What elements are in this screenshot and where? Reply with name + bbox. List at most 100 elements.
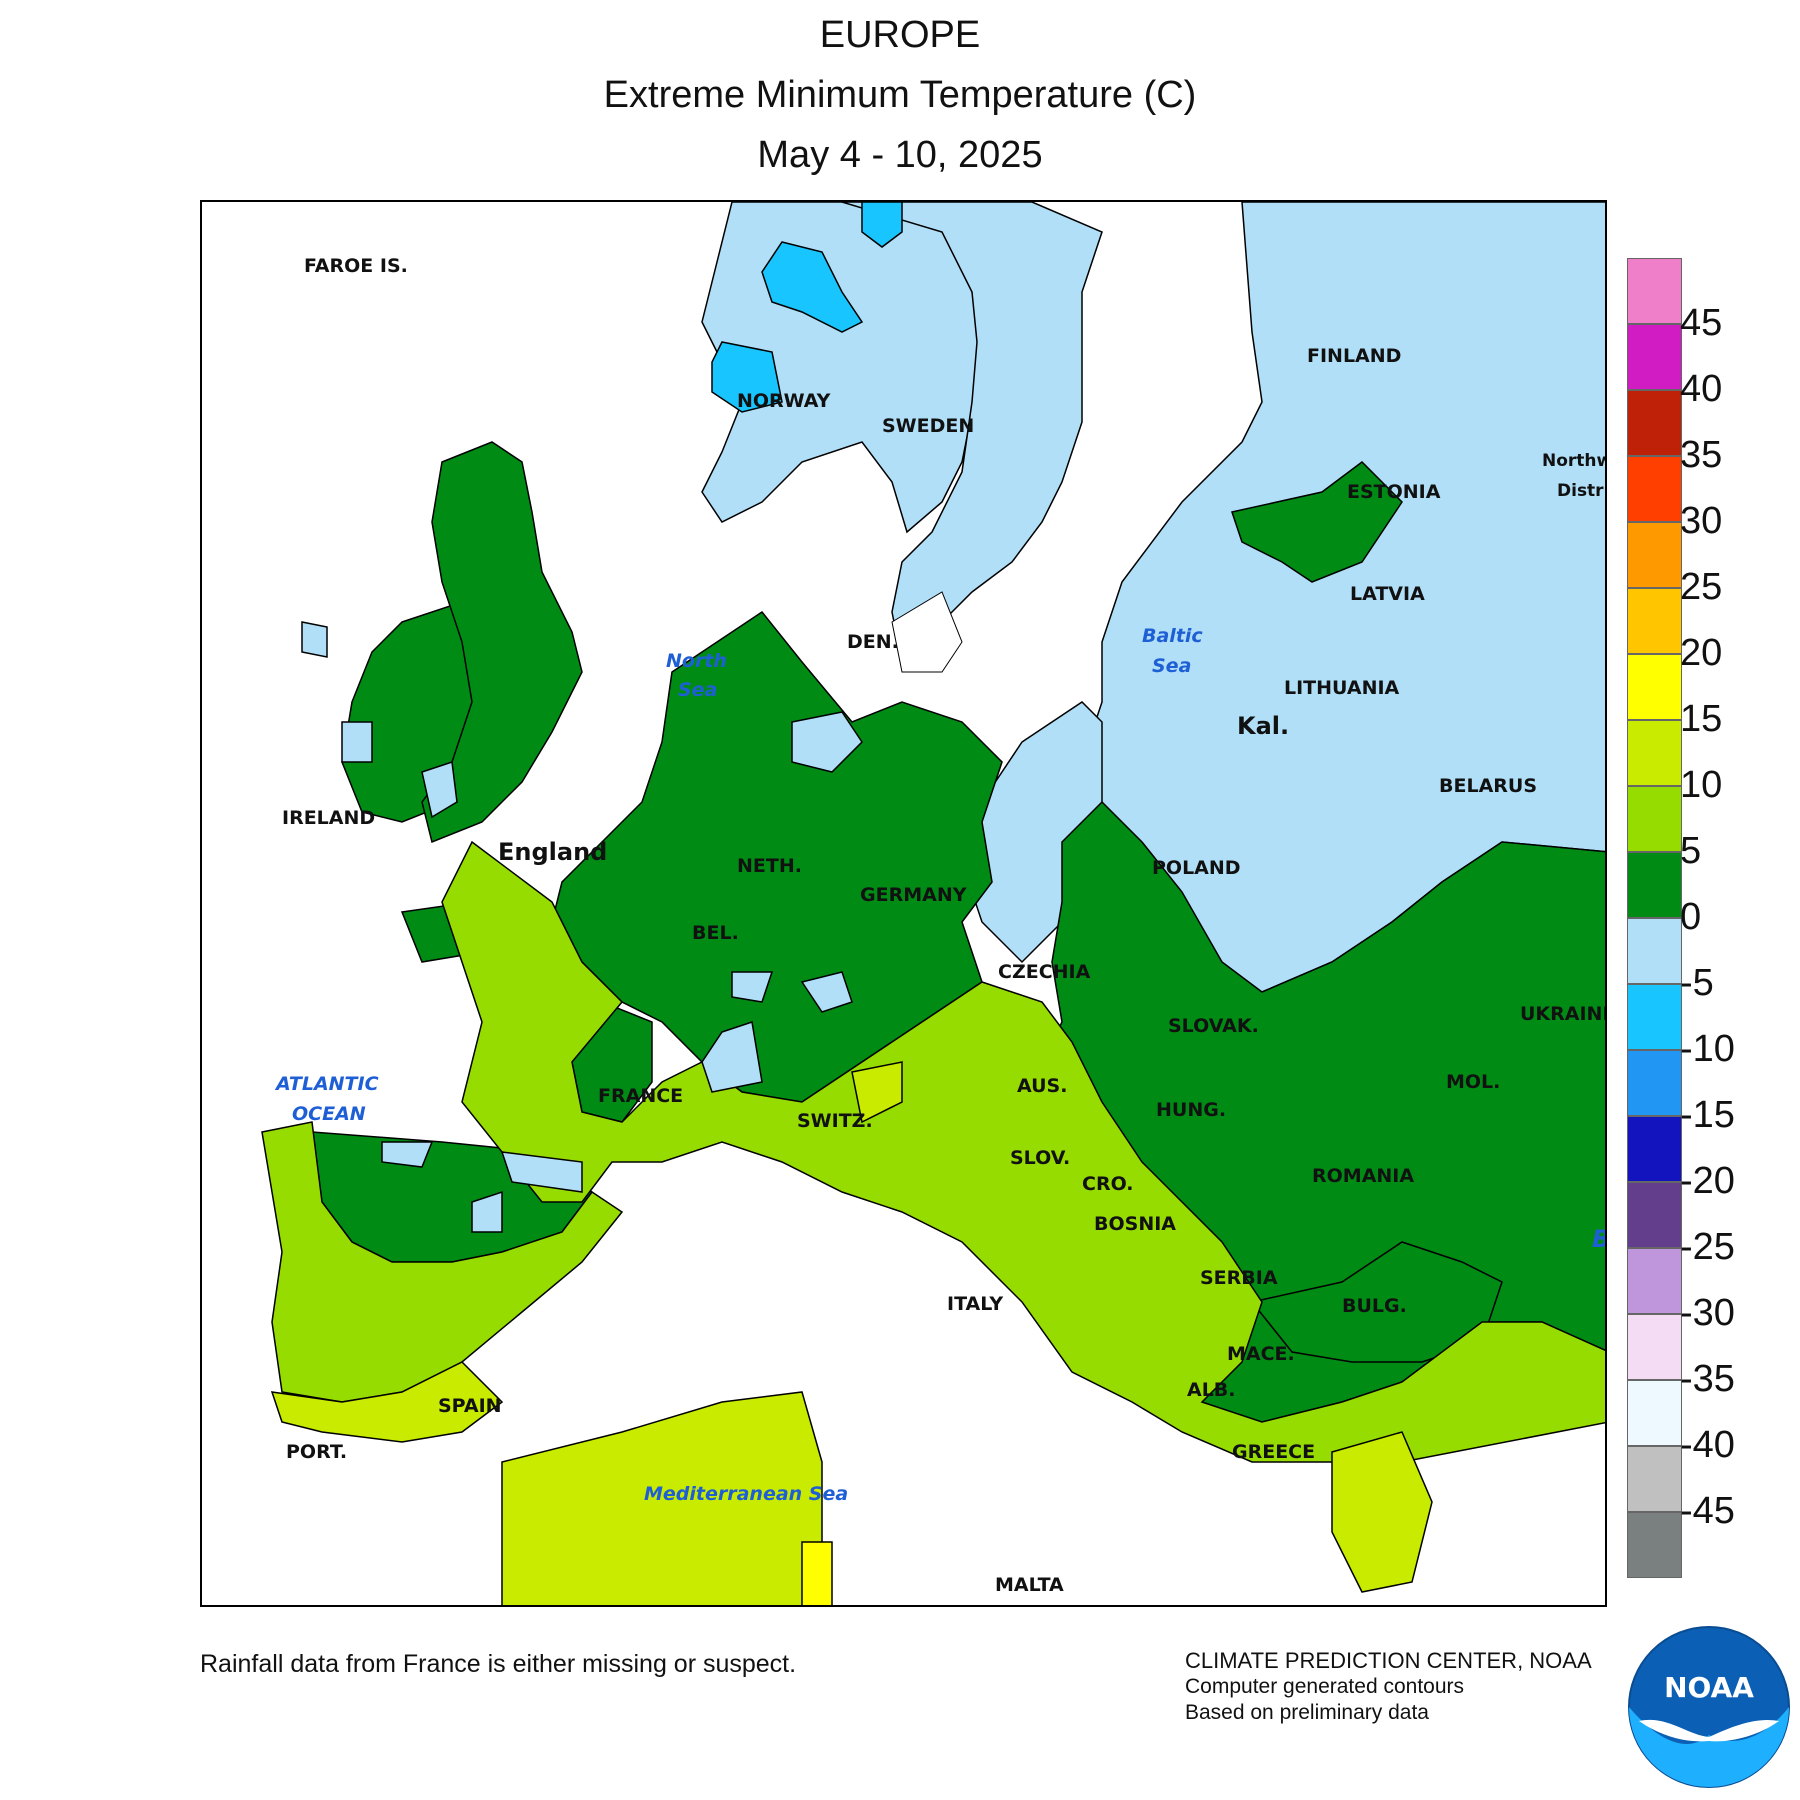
legend-swatch (1627, 1182, 1682, 1248)
label-north-sea-2: Sea (678, 679, 717, 701)
label-faroe: FAROE IS. (304, 255, 408, 277)
label-spain: SPAIN (438, 1395, 502, 1417)
label-poland: POLAND (1152, 857, 1241, 879)
legend-tick: -20 (1680, 1160, 1735, 1202)
legend-tick: -30 (1680, 1292, 1735, 1334)
legend-swatch (1627, 1380, 1682, 1446)
legend-swatch (1627, 588, 1682, 654)
fifteen-to-twenty-zone (801, 1541, 833, 1605)
minus-five-to-minus-ten-zone (711, 202, 903, 413)
legend-swatch (1627, 786, 1682, 852)
label-lithuania: LITHUANIA (1284, 677, 1400, 699)
label-macedonia: MACE. (1227, 1343, 1295, 1365)
country-labels: FAROE IS. NORWAY SWEDEN FINLAND ESTONIA … (282, 255, 1607, 1596)
label-baltic-sea-1: Baltic (1142, 625, 1203, 647)
label-atlantic-1: ATLANTIC (274, 1073, 379, 1095)
legend-tick: -40 (1680, 1424, 1735, 1466)
sweden-lake (891, 591, 963, 673)
legend-swatch (1627, 720, 1682, 786)
legend-tick: -15 (1680, 1094, 1735, 1136)
legend-tick: 35 (1680, 434, 1723, 476)
label-greece: GREECE (1232, 1441, 1315, 1463)
legend-tick: 5 (1680, 830, 1702, 872)
legend-swatch (1627, 984, 1682, 1050)
legend-swatch (1627, 918, 1682, 984)
label-slovakia: SLOVAK. (1168, 1015, 1259, 1037)
map-variable-title: Extreme Minimum Temperature (C) (603, 74, 1197, 116)
label-ukraine: UKRAINE (1520, 1003, 1607, 1025)
label-belarus: BELARUS (1439, 775, 1537, 797)
legend-tick: -45 (1680, 1490, 1735, 1532)
legend-tick: -35 (1680, 1358, 1735, 1400)
ten-to-fifteen-zone (270, 1061, 1433, 1605)
label-black-sea: B (1592, 1225, 1607, 1253)
label-estonia: ESTONIA (1347, 481, 1441, 503)
legend-swatch (1627, 1314, 1682, 1380)
label-slovenia: SLOV. (1010, 1147, 1070, 1169)
legend-tick: -25 (1680, 1226, 1735, 1268)
legend-tick: 40 (1680, 368, 1723, 410)
map-canvas: FAROE IS. NORWAY SWEDEN FINLAND ESTONIA … (261, 202, 1607, 1605)
map-region-title: EUROPE (819, 14, 981, 56)
legend-tick: 25 (1680, 566, 1723, 608)
label-bulgaria: BULG. (1342, 1295, 1407, 1317)
noaa-logo: NOAA (1628, 1626, 1790, 1788)
credit-agency: CLIMATE PREDICTION CENTER, NOAA (1185, 1648, 1592, 1673)
legend-tick: 45 (1680, 302, 1723, 344)
temperature-map: FAROE IS. NORWAY SWEDEN FINLAND ESTONIA … (200, 200, 1607, 1607)
legend-swatch (1627, 324, 1682, 390)
label-ireland: IRELAND (282, 807, 375, 829)
legend-tick: 30 (1680, 500, 1723, 542)
label-belgium: BEL. (692, 922, 739, 944)
label-sweden: SWEDEN (882, 415, 974, 437)
label-czechia: CZECHIA (998, 961, 1091, 983)
legend-swatch (1627, 390, 1682, 456)
label-denmark: DEN. (847, 631, 899, 653)
label-austria: AUS. (1017, 1075, 1067, 1097)
label-portugal: PORT. (286, 1441, 347, 1463)
label-serbia: SERBIA (1200, 1267, 1278, 1289)
label-malta: MALTA (995, 1574, 1064, 1596)
label-netherlands: NETH. (737, 855, 802, 877)
data-note: Rainfall data from France is either miss… (200, 1650, 797, 1678)
credit-line-preliminary: Based on preliminary data (1185, 1701, 1429, 1724)
legend-swatch (1627, 1446, 1682, 1512)
label-baltic-sea-2: Sea (1152, 655, 1191, 677)
credits-block: CLIMATE PREDICTION CENTER, NOAA Computer… (1185, 1648, 1625, 1726)
label-district: Distr (1557, 481, 1604, 501)
label-croatia: CRO. (1082, 1173, 1134, 1195)
legend-tick: -5 (1680, 962, 1714, 1004)
label-northwest: Northw (1542, 451, 1607, 471)
water-labels: North Sea Baltic Sea ATLANTIC OCEAN Medi… (274, 625, 1607, 1505)
legend-swatch (1627, 456, 1682, 522)
legend-tick: 15 (1680, 698, 1723, 740)
label-north-sea-1: North (666, 650, 727, 672)
noaa-logo-text: NOAA (1664, 1671, 1754, 1704)
label-mediterranean: Mediterranean Sea (644, 1483, 848, 1505)
legend-swatch (1627, 258, 1682, 324)
legend-tick: -10 (1680, 1028, 1735, 1070)
credit-line-contours: Computer generated contours (1185, 1675, 1464, 1698)
label-bosnia: BOSNIA (1094, 1213, 1176, 1235)
label-moldova: MOL. (1446, 1071, 1500, 1093)
label-switzerland: SWITZ. (797, 1110, 873, 1132)
label-atlantic-2: OCEAN (292, 1103, 366, 1125)
legend-swatch (1627, 852, 1682, 918)
legend-swatch (1627, 1248, 1682, 1314)
label-kaliningrad: Kal. (1237, 712, 1289, 740)
label-england: England (498, 838, 607, 866)
legend-tick: 0 (1680, 896, 1702, 938)
label-latvia: LATVIA (1350, 583, 1425, 605)
legend-swatch (1627, 522, 1682, 588)
label-romania: ROMANIA (1312, 1165, 1414, 1187)
label-norway: NORWAY (737, 390, 831, 412)
legend-swatch (1627, 1050, 1682, 1116)
label-france: FRANCE (598, 1085, 683, 1107)
label-finland: FINLAND (1307, 345, 1401, 367)
map-period-title: May 4 - 10, 2025 (757, 134, 1043, 176)
label-hungary: HUNG. (1156, 1099, 1226, 1121)
legend-swatch (1627, 1512, 1682, 1578)
legend-swatch (1627, 654, 1682, 720)
label-germany: GERMANY (860, 884, 967, 906)
legend-tick: 20 (1680, 632, 1723, 674)
